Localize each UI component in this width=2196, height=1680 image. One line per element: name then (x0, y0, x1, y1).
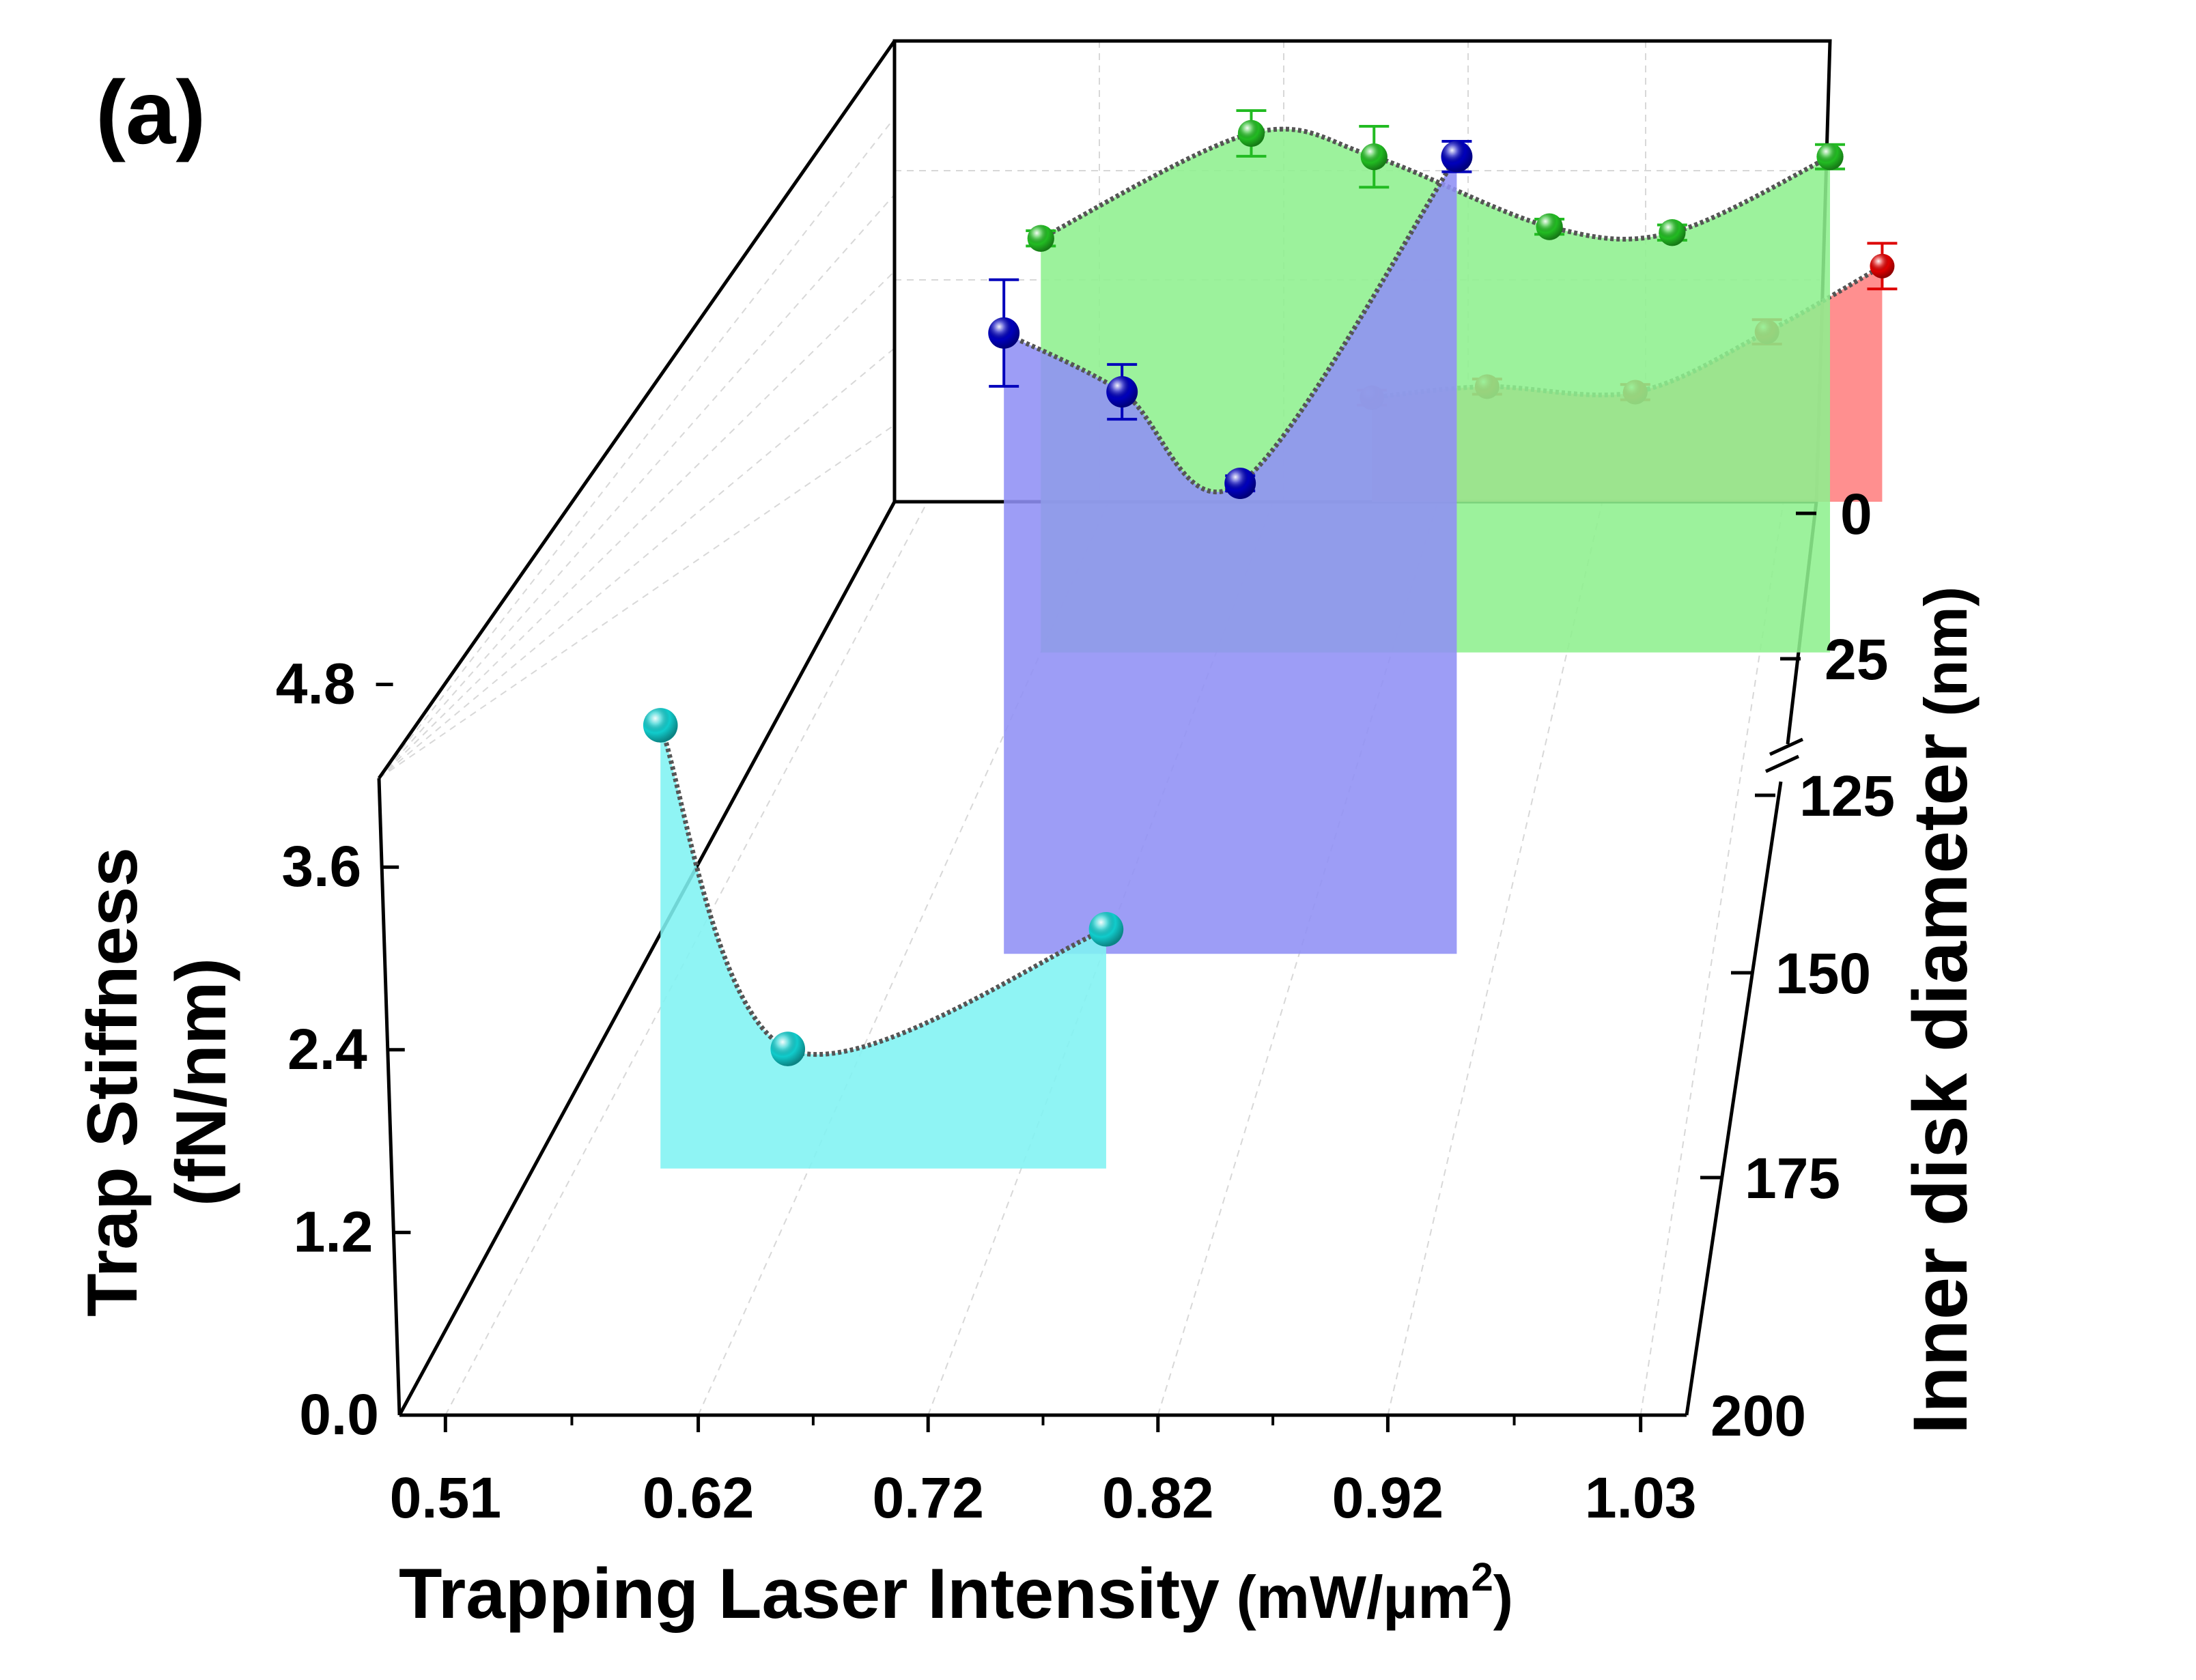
z-tick-label: 175 (1745, 1146, 1840, 1210)
x-tick-label: 0.92 (1332, 1466, 1444, 1530)
x-axis-label-main: Trapping Laser Intensity (399, 1554, 1220, 1634)
series-layer (643, 109, 1898, 1169)
data-point-gloss (988, 317, 1020, 349)
x-axis-label: Trapping Laser Intensity (mW/µm2) (399, 1554, 1513, 1634)
y-tick-label: 4.8 (276, 652, 356, 716)
z-tick-label: 125 (1799, 764, 1895, 828)
series-area (1004, 156, 1457, 954)
x-tick-label: 1.03 (1585, 1466, 1697, 1530)
y-tick-labels: 0.0 1.2 2.4 3.6 4.8 (276, 652, 417, 1447)
z-axis-label-unit: (nm) (1912, 586, 1980, 717)
data-point-gloss (1106, 376, 1138, 408)
z-tick-label: 200 (1711, 1384, 1806, 1448)
x-axis-label-unit: (mW/µm (1236, 1563, 1471, 1631)
y-axis-label-line1: Trap Stiffness (73, 847, 152, 1317)
z-tick-label: 25 (1825, 627, 1888, 692)
z-tick-label: 0 (1840, 482, 1872, 546)
data-point-gloss (1088, 911, 1124, 947)
data-point-gloss (1659, 219, 1686, 246)
data-point-gloss (770, 1031, 806, 1066)
data-point-gloss (643, 708, 678, 743)
x-tick-label: 0.82 (1102, 1466, 1214, 1530)
panel-label: (a) (96, 62, 206, 162)
z-tick-label: 150 (1775, 941, 1871, 1006)
data-point-gloss (1237, 119, 1265, 147)
data-point-gloss (1870, 253, 1895, 279)
z-tick-labels: 0 25 125 150 175 200 (1666, 482, 1895, 1448)
x-axis-label-unit-close: ) (1493, 1563, 1513, 1631)
x-tick-labels: 0.51 0.62 0.72 0.82 0.92 1.03 (390, 1415, 1697, 1530)
y-axis-label-line2: (fN/nm) (162, 958, 241, 1206)
z-axis-label: Inner disk diameter (nm) (1898, 586, 1983, 1434)
x-axis-label-unit-sup: 2 (1471, 1555, 1493, 1599)
x-tick-label: 0.72 (872, 1466, 984, 1530)
series-175nm (643, 708, 1124, 1169)
data-point-gloss (1536, 213, 1563, 240)
data-point-gloss (1441, 141, 1473, 173)
data-point-gloss (1360, 143, 1388, 171)
y-tick-label: 2.4 (287, 1017, 367, 1081)
y-tick-label: 1.2 (294, 1199, 374, 1264)
series-area (660, 725, 1106, 1169)
x-tick-label: 0.62 (643, 1466, 755, 1530)
data-point-gloss (1224, 468, 1256, 499)
series-150nm (988, 140, 1473, 954)
y-tick-label: 3.6 (281, 834, 361, 898)
z-axis-label-main: Inner disk diameter (1898, 733, 1983, 1434)
y-tick-label: 0.0 (299, 1382, 379, 1447)
x-tick-label: 0.51 (390, 1466, 502, 1530)
series-line (1039, 126, 1831, 242)
data-point-gloss (1816, 143, 1844, 171)
series-line (1002, 155, 1459, 495)
data-point-gloss (1027, 225, 1054, 252)
